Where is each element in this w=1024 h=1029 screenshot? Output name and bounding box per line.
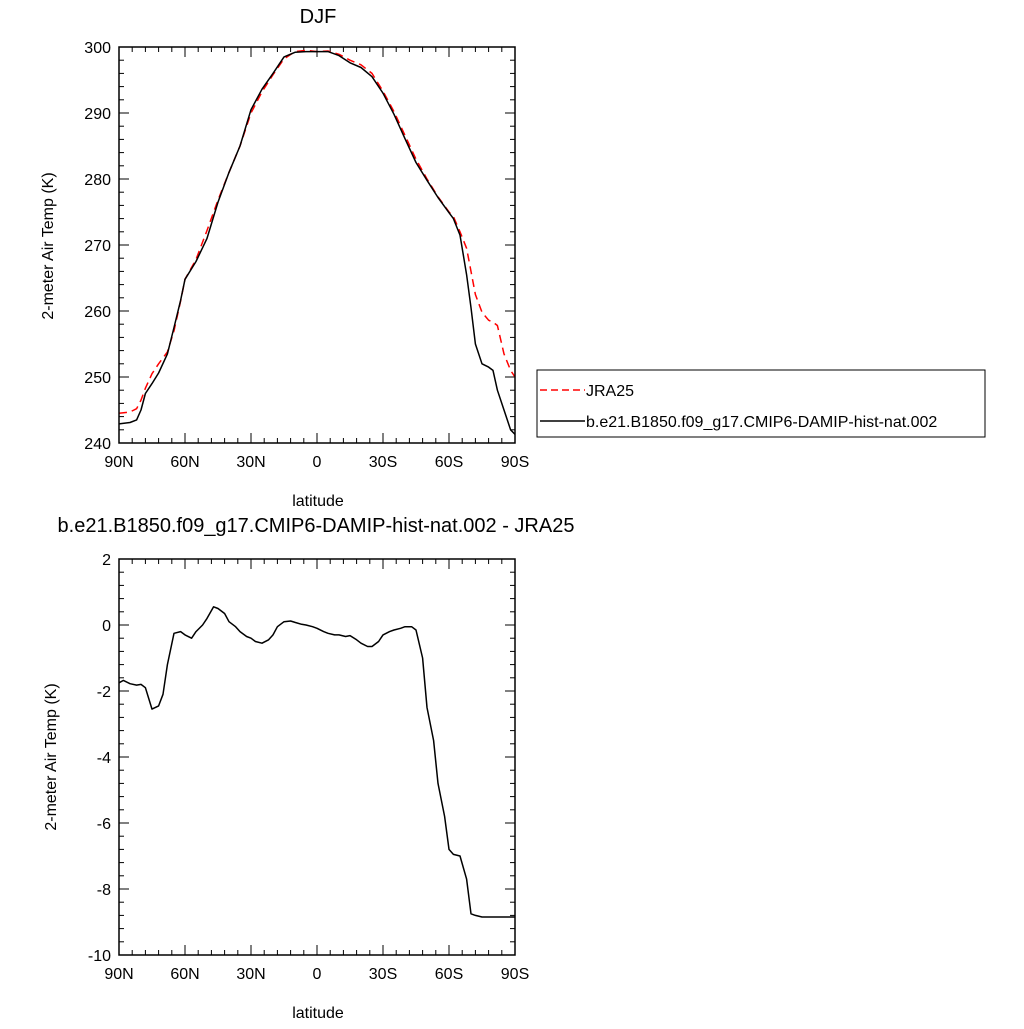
bottom-panel: b.e21.B1850.f09_g17.CMIP6-DAMIP-hist-nat… xyxy=(43,515,574,1022)
top-x-tick-label: 90N xyxy=(104,454,133,471)
legend-label-model: b.e21.B1850.f09_g17.CMIP6-DAMIP-hist-nat… xyxy=(586,414,937,431)
bottom-y-tick-label: 0 xyxy=(102,618,111,635)
bottom-chart-title: b.e21.B1850.f09_g17.CMIP6-DAMIP-hist-nat… xyxy=(58,515,575,537)
top-y-tick-label: 270 xyxy=(84,238,111,255)
bottom-x-axis-title: latitude xyxy=(292,1005,344,1022)
bottom-x-tick-label: 30N xyxy=(236,966,265,983)
bottom-x-tick-label: 90N xyxy=(104,966,133,983)
top-x-tick-label: 60N xyxy=(170,454,199,471)
bottom-y-tick-label: -10 xyxy=(88,948,111,965)
bottom-y-tick-label: -8 xyxy=(97,882,111,899)
bottom-x-tick-label: 90S xyxy=(501,966,529,983)
top-y-tick-label: 240 xyxy=(84,436,111,453)
top-x-tick-label: 30N xyxy=(236,454,265,471)
top-y-tick-label: 250 xyxy=(84,370,111,387)
bottom-series-line-0 xyxy=(118,606,515,918)
bottom-x-tick-label: 60N xyxy=(170,966,199,983)
top-y-tick-label: 290 xyxy=(84,106,111,123)
top-y-axis-title: 2-meter Air Temp (K) xyxy=(40,172,57,319)
bottom-y-tick-label: -4 xyxy=(97,750,111,767)
top-x-tick-label: 90S xyxy=(501,454,529,471)
top-x-axis-title: latitude xyxy=(292,493,344,510)
bottom-plot-frame xyxy=(118,558,516,956)
bottom-y-axis-title: 2-meter Air Temp (K) xyxy=(43,683,60,830)
bottom-plot-area: 90N 60N 30N 0 30S 60S 90S -10 -8 -6 -4 -2 0 2 xyxy=(88,552,529,983)
top-y-tick-label: 280 xyxy=(84,172,111,189)
bottom-x-tick-label: 30S xyxy=(369,966,397,983)
legend-label-jra25: JRA25 xyxy=(586,383,634,400)
top-chart-title: DJF xyxy=(300,6,337,28)
bottom-y-tick-label: -2 xyxy=(97,684,111,701)
bottom-x-tick-label: 0 xyxy=(313,966,322,983)
top-series-line-1 xyxy=(118,50,516,435)
legend-box xyxy=(536,369,986,438)
top-series-line-0 xyxy=(118,49,516,415)
legend: JRA25 b.e21.B1850.f09_g17.CMIP6-DAMIP-hi… xyxy=(536,369,986,438)
top-panel: DJF 90N 60N 30N 0 30S 60S 90S 240 250 260 270 280 29… xyxy=(40,6,529,510)
bottom-y-tick-label: -6 xyxy=(97,816,111,833)
bottom-y-tick-label: 2 xyxy=(102,552,111,569)
top-y-tick-label: 260 xyxy=(84,304,111,321)
top-y-tick-label: 300 xyxy=(84,40,111,57)
top-plot-area: 90N 60N 30N 0 30S 60S 90S 240 250 260 270 280 290 300 xyxy=(84,40,529,471)
top-x-tick-label: 0 xyxy=(313,454,322,471)
bottom-x-tick-label: 60S xyxy=(435,966,463,983)
top-x-tick-label: 60S xyxy=(435,454,463,471)
top-plot-frame xyxy=(118,46,516,444)
top-x-tick-label: 30S xyxy=(369,454,397,471)
